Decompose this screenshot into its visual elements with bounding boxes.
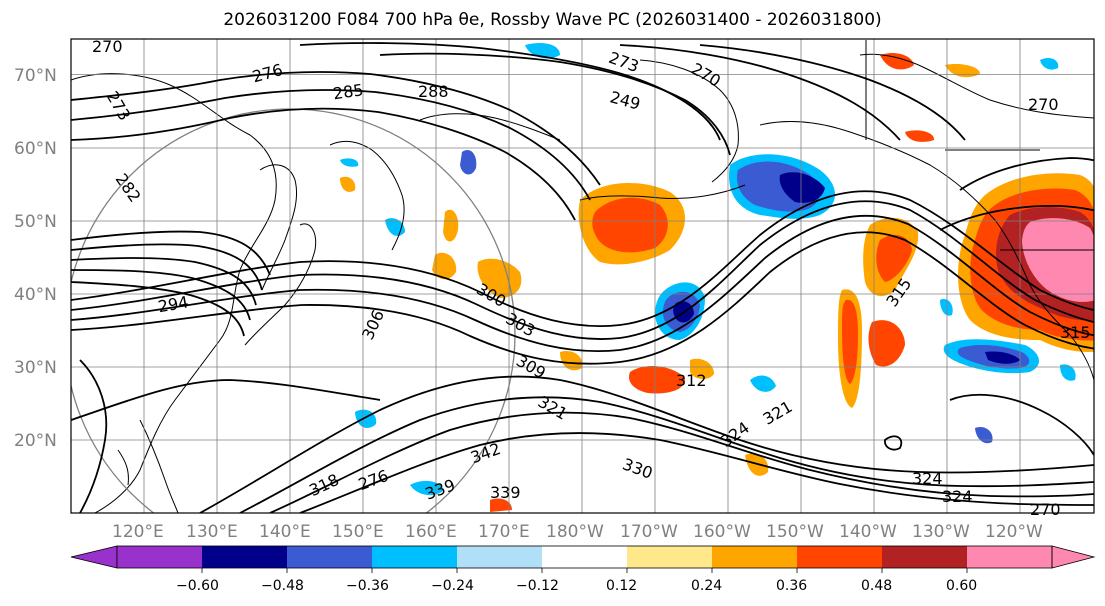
colorbar-tick: −0.48 — [261, 578, 304, 594]
lon-label: 160°W — [693, 522, 751, 542]
colorbar-segment — [117, 546, 202, 568]
lon-label: 170°E — [478, 522, 530, 542]
contour-label: 324 — [942, 487, 973, 506]
contour-label: 270 — [1028, 95, 1059, 114]
contour-label: 315 — [1060, 323, 1091, 342]
contour-label: 324 — [912, 469, 943, 488]
lon-label: 130°E — [186, 522, 238, 542]
map-frame-bg — [71, 39, 1094, 513]
colorbar-segment — [627, 546, 712, 568]
colorbar: −0.60 −0.48 −0.36 −0.24 −0.12 0.12 0.24 … — [70, 545, 1096, 594]
lon-label: 150°W — [766, 522, 824, 542]
colorbar-segment — [712, 546, 797, 568]
map-frame — [70, 38, 1095, 514]
lon-label: 120°W — [985, 522, 1043, 542]
anomaly-shading — [340, 43, 1094, 512]
colorbar-segment — [202, 546, 287, 568]
colorbar-segment — [287, 546, 372, 568]
colorbar-tick: −0.24 — [431, 578, 474, 594]
lat-label-40n: 40°N — [14, 285, 57, 305]
contour-label: 285 — [332, 80, 365, 103]
colorbar-tick: −0.36 — [346, 578, 389, 594]
lon-label: 140°W — [839, 522, 897, 542]
colorbar-segment — [457, 546, 542, 568]
colorbar-tick: 0.60 — [946, 578, 977, 594]
lon-label: 170°W — [620, 522, 678, 542]
lat-label-20n: 20°N — [14, 431, 57, 451]
lon-label: 140°E — [259, 522, 311, 542]
colorbar-segment — [797, 546, 882, 568]
graticule — [71, 39, 1094, 513]
lon-label: 120°E — [112, 522, 164, 542]
contour-label: 312 — [676, 371, 707, 390]
colorbar-extend-low — [70, 545, 118, 569]
colorbar-extend-high — [1051, 545, 1096, 569]
colorbar-tick: −0.12 — [516, 578, 559, 594]
lat-label-50n: 50°N — [14, 212, 57, 232]
lat-label-30n: 30°N — [14, 358, 57, 378]
map-title: 2026031200 F084 700 hPa θe, Rossby Wave … — [223, 10, 882, 30]
lat-label-60n: 60°N — [14, 139, 57, 159]
longitude-labels: 120°E 130°E 140°E 150°E 160°E 170°E 180°… — [112, 522, 1043, 542]
theta-e-contours — [71, 42, 1094, 513]
colorbar-segment — [967, 546, 1052, 568]
colorbar-segment — [372, 546, 457, 568]
contour-label: 270 — [92, 37, 123, 56]
colorbar-tick: 0.12 — [606, 578, 637, 594]
contour-label: 288 — [418, 82, 449, 101]
colorbar-segment — [542, 546, 627, 568]
lon-label: 180°W — [546, 522, 604, 542]
latitude-labels: 70°N 60°N 50°N 40°N 30°N 20°N — [14, 66, 57, 451]
contour-label: 270 — [1030, 500, 1061, 519]
colorbar-tick: 0.36 — [776, 578, 807, 594]
colorbar-segment — [882, 546, 967, 568]
contour-label: 339 — [490, 483, 521, 502]
lon-label: 160°E — [405, 522, 457, 542]
colorbar-tick: 0.48 — [861, 578, 892, 594]
colorbar-tick: −0.60 — [176, 578, 219, 594]
colorbar-tick: 0.24 — [691, 578, 722, 594]
lon-label: 130°W — [912, 522, 970, 542]
lat-label-70n: 70°N — [14, 66, 57, 86]
lon-label: 150°E — [332, 522, 384, 542]
